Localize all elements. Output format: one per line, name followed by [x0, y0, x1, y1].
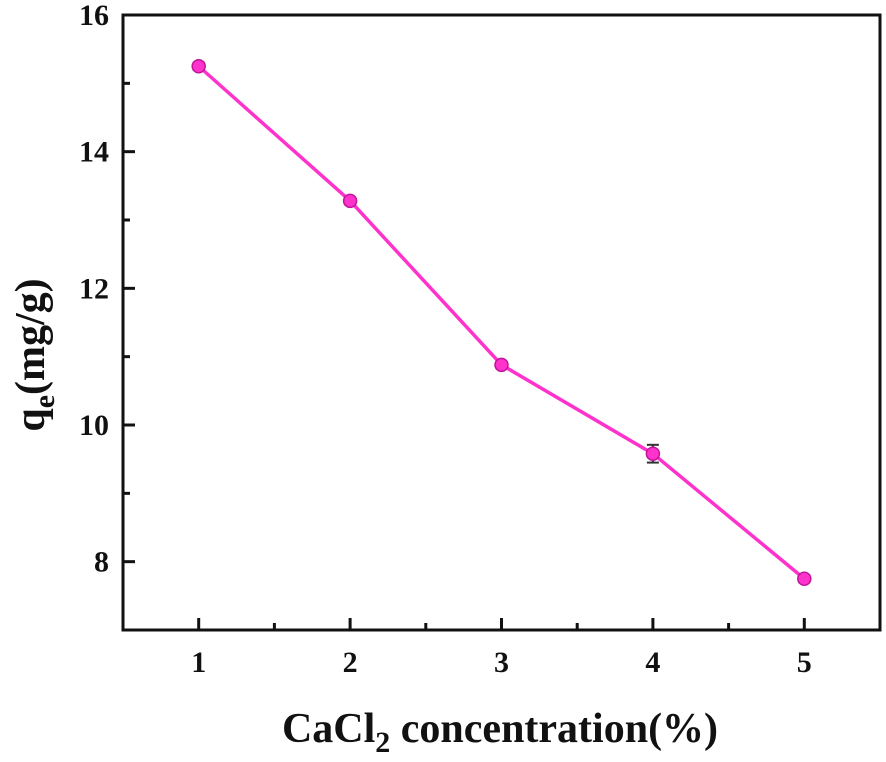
data-point	[645, 446, 661, 461]
x-axis-title-rest: concentration(%)	[390, 706, 718, 752]
x-tick-label: 2	[343, 646, 358, 679]
data-point	[191, 59, 206, 74]
x-axis-title-sub: 2	[375, 726, 390, 759]
plot-frame	[121, 13, 882, 632]
series-layer	[191, 59, 812, 586]
y-tick-label: 8	[94, 546, 109, 579]
y-axis-title: qe(mg/g)	[8, 278, 61, 431]
data-point	[342, 193, 358, 209]
y-tick-label: 12	[79, 272, 109, 305]
x-tick-label: 5	[797, 646, 812, 679]
minor-ticks	[123, 81, 731, 630]
data-point	[797, 571, 812, 586]
x-axis-title: CaCl2 concentration(%)	[282, 706, 718, 759]
y-axis-title-main: q	[8, 408, 54, 431]
x-axis-title-main: CaCl	[282, 706, 375, 752]
y-axis-title-rest: (mg/g)	[8, 278, 54, 395]
x-tick-label: 3	[494, 646, 509, 679]
x-tick-label: 1	[191, 646, 206, 679]
y-axis-title-sub: e	[28, 395, 61, 408]
x-tick-label: 4	[645, 646, 660, 679]
data-point	[494, 357, 509, 373]
y-tick-label: 10	[79, 409, 109, 442]
y-tick-label: 14	[79, 136, 109, 169]
y-tick-label: 16	[79, 0, 109, 32]
series-line	[197, 64, 806, 581]
